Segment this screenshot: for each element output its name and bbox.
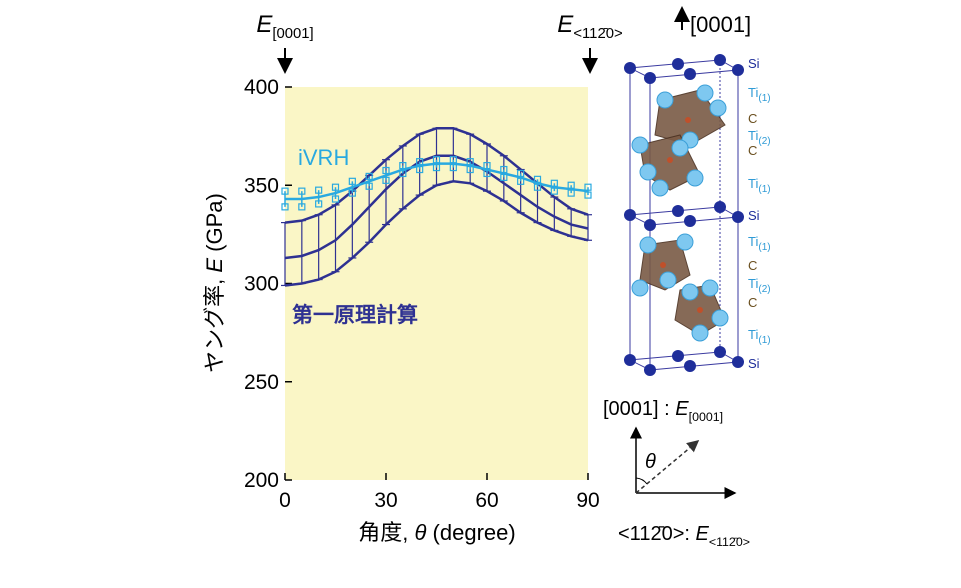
y-tick-label: 250 — [244, 371, 279, 394]
atom-label: Ti(1) — [748, 327, 771, 346]
label-part: E — [675, 398, 689, 420]
label-part: (1) — [758, 184, 770, 195]
label-part: (1) — [758, 93, 770, 104]
label-part: E — [557, 11, 574, 38]
label-part: θ — [415, 520, 427, 545]
label-part: (2) — [758, 284, 770, 295]
label-part: (1) — [758, 242, 770, 253]
x-tick-label: 60 — [475, 489, 498, 512]
angle-arc — [635, 477, 648, 485]
series-label: iVRH — [298, 145, 349, 170]
series-line — [284, 180, 589, 287]
y-tick-label: 350 — [244, 174, 279, 197]
y-tick-label: 300 — [244, 273, 279, 296]
atom-label: Ti(2) — [748, 128, 771, 147]
atom-label: Si — [748, 208, 760, 223]
label-part: [0001] — [689, 410, 723, 424]
marker — [315, 186, 323, 194]
marker — [348, 177, 356, 185]
marker — [382, 166, 390, 175]
label-part: Ti — [748, 234, 758, 249]
angle-label: θ — [645, 451, 656, 473]
label-part: (1) — [758, 335, 770, 346]
marker — [365, 182, 373, 190]
label-part: E — [695, 523, 709, 545]
atom-label: Si — [748, 56, 760, 71]
label-part: C — [748, 143, 757, 158]
y-tick-label: 200 — [244, 469, 279, 492]
crystal-structure — [624, 54, 744, 376]
x-tick-label: 30 — [374, 489, 397, 512]
axis-direction-label: <112̄0>: E<112̄0> — [618, 523, 750, 549]
y-axis-label: ヤング率, E (GPa) — [202, 193, 227, 373]
label-part: Ti — [748, 128, 758, 143]
x-axis-label: 角度, θ (degree) — [358, 520, 515, 545]
x-tick-label: 0 — [279, 489, 291, 512]
label-part: (2) — [758, 136, 770, 147]
top-arrows — [277, 6, 690, 74]
atom-label: Ti(2) — [748, 276, 771, 295]
marker — [298, 203, 306, 211]
atom-label: C — [748, 111, 757, 126]
marker — [281, 187, 289, 195]
axis-direction-label: [0001] : E[0001] — [603, 398, 723, 424]
marker — [331, 183, 340, 191]
label-part: [0001] — [272, 26, 313, 42]
label-part: C — [748, 295, 757, 310]
label-part: C — [748, 111, 757, 126]
ti-atoms — [631, 84, 729, 342]
marker — [382, 176, 390, 184]
label-part: E — [202, 258, 227, 273]
label-part: [0001] : — [603, 398, 675, 420]
atom-label: Si — [748, 356, 760, 371]
label-part: E — [256, 11, 273, 38]
label-part: <112̄0> — [709, 535, 750, 549]
c-atoms — [660, 117, 703, 313]
label-part: Si — [748, 56, 760, 71]
x-tick-label: 90 — [576, 489, 599, 512]
axes-diagram — [630, 426, 737, 499]
series-line — [284, 154, 589, 260]
atom-label: C — [748, 143, 757, 158]
atom-label: Ti(1) — [748, 85, 771, 104]
label-part: <112̄0>: — [618, 523, 695, 545]
marker — [281, 203, 289, 211]
series-line — [285, 162, 589, 201]
atom-label: Ti(1) — [748, 234, 771, 253]
label-part: ヤング率, — [202, 273, 227, 373]
y-tick-label: 400 — [244, 76, 279, 99]
si-atoms — [624, 54, 744, 376]
label-part: Si — [748, 208, 760, 223]
label-part: Ti — [748, 327, 758, 342]
marker — [365, 172, 373, 181]
label-part: (degree) — [426, 520, 515, 545]
direction-label: E<112̄0> — [557, 11, 622, 42]
direction-label: [0001] — [690, 12, 751, 37]
atom-label: Ti(1) — [748, 176, 771, 195]
label-part: C — [748, 258, 757, 273]
label-part: 角度, — [358, 520, 414, 545]
atom-label: C — [748, 295, 757, 310]
label-part: Si — [748, 356, 760, 371]
label-part: Ti — [748, 85, 758, 100]
label-part: Ti — [748, 176, 758, 191]
marker — [331, 195, 340, 203]
label-part: (GPa) — [202, 193, 227, 258]
series-label: 第一原理計算 — [292, 303, 418, 327]
marker — [584, 191, 592, 199]
label-part: Ti — [748, 276, 758, 291]
label-part: <112̄0> — [573, 26, 622, 42]
atom-label: C — [748, 258, 757, 273]
marker — [298, 187, 306, 195]
marker — [315, 200, 323, 208]
marker — [348, 189, 356, 197]
direction-label: E[0001] — [256, 11, 313, 42]
